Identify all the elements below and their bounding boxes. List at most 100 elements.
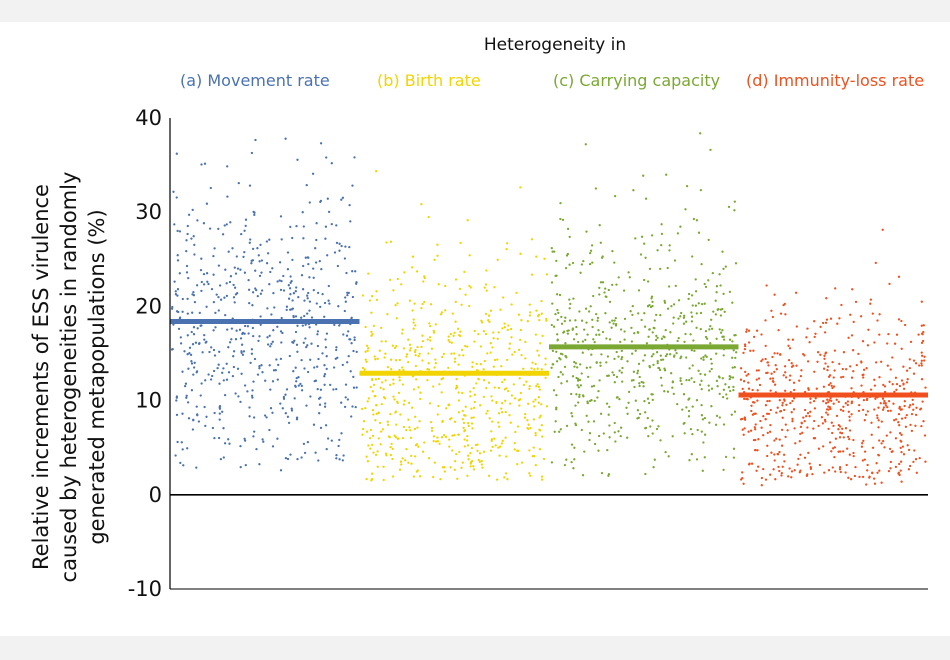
data-point: [527, 402, 530, 405]
data-point: [888, 380, 891, 383]
data-point: [188, 346, 192, 349]
data-point: [413, 350, 417, 354]
data-point: [570, 412, 573, 415]
data-point: [538, 318, 541, 322]
data-point: [765, 412, 769, 415]
data-point: [239, 444, 242, 448]
legend-entry-immunity-loss-rate: (d) Immunity-loss rate: [746, 71, 924, 90]
data-point: [414, 415, 417, 418]
data-point: [903, 323, 907, 327]
data-point: [501, 402, 504, 405]
data-point: [436, 440, 440, 443]
data-point: [453, 434, 456, 437]
data-point: [510, 303, 513, 306]
data-point: [887, 332, 890, 336]
data-point: [309, 395, 312, 398]
data-point: [789, 401, 792, 405]
data-point: [861, 459, 865, 462]
data-point: [877, 454, 881, 457]
data-point: [684, 332, 687, 336]
data-point: [386, 365, 390, 369]
data-point: [833, 446, 837, 449]
data-point: [729, 389, 732, 393]
data-point: [483, 286, 486, 289]
data-point: [525, 380, 528, 383]
data-point: [471, 361, 474, 364]
data-point: [340, 198, 343, 201]
data-point: [718, 328, 721, 331]
data-point: [653, 319, 656, 322]
data-point: [783, 398, 786, 401]
data-point: [835, 414, 839, 418]
data-point: [563, 319, 566, 323]
data-point: [892, 402, 895, 405]
data-point: [784, 423, 787, 426]
data-point: [879, 402, 882, 405]
data-point: [594, 187, 598, 190]
data-point: [383, 356, 386, 359]
data-point: [703, 282, 706, 286]
data-point: [891, 383, 894, 386]
data-point: [623, 330, 626, 333]
data-point: [773, 439, 776, 442]
data-point: [912, 359, 916, 362]
data-point: [573, 360, 576, 364]
data-point: [471, 427, 474, 430]
data-point: [501, 380, 504, 384]
data-point: [663, 301, 667, 304]
data-point: [281, 407, 284, 410]
data-point: [207, 373, 210, 376]
data-point: [353, 338, 356, 342]
data-point: [877, 426, 880, 429]
data-point: [407, 401, 411, 405]
data-point: [825, 318, 829, 321]
data-point: [873, 408, 876, 411]
data-point: [460, 348, 464, 352]
data-point: [491, 420, 494, 423]
data-point: [685, 356, 688, 359]
data-point: [248, 184, 252, 187]
data-point: [747, 430, 750, 433]
data-point: [551, 250, 554, 253]
data-point: [177, 327, 181, 331]
data-point: [754, 428, 757, 431]
data-point: [900, 480, 903, 483]
data-point: [203, 338, 206, 341]
data-point: [512, 383, 515, 386]
data-point: [266, 252, 270, 255]
data-point: [427, 352, 430, 355]
data-point: [908, 464, 912, 468]
data-point: [910, 412, 914, 416]
data-point: [897, 318, 901, 321]
data-point: [643, 312, 646, 315]
data-point: [579, 363, 582, 366]
data-point: [394, 436, 398, 439]
data-point: [731, 376, 735, 379]
data-point: [589, 305, 592, 308]
data-point: [301, 211, 304, 214]
data-point: [575, 325, 578, 329]
data-point: [575, 393, 578, 396]
data-point: [195, 370, 199, 373]
data-point: [534, 434, 537, 437]
data-point: [489, 309, 493, 312]
data-point: [222, 427, 225, 430]
data-point: [636, 372, 639, 375]
data-point: [294, 330, 298, 334]
data-point: [213, 411, 216, 415]
data-point: [676, 339, 679, 343]
data-point: [285, 388, 289, 391]
data-point: [239, 400, 242, 404]
data-point: [252, 416, 256, 419]
data-point: [489, 342, 492, 345]
data-point: [335, 348, 338, 352]
data-point: [613, 194, 617, 198]
data-point: [554, 420, 557, 423]
data-point: [463, 445, 466, 448]
data-point: [335, 224, 338, 227]
data-point: [386, 420, 389, 423]
data-point: [596, 396, 599, 399]
data-point: [222, 456, 225, 459]
data-point: [822, 445, 825, 448]
data-point: [378, 349, 381, 352]
